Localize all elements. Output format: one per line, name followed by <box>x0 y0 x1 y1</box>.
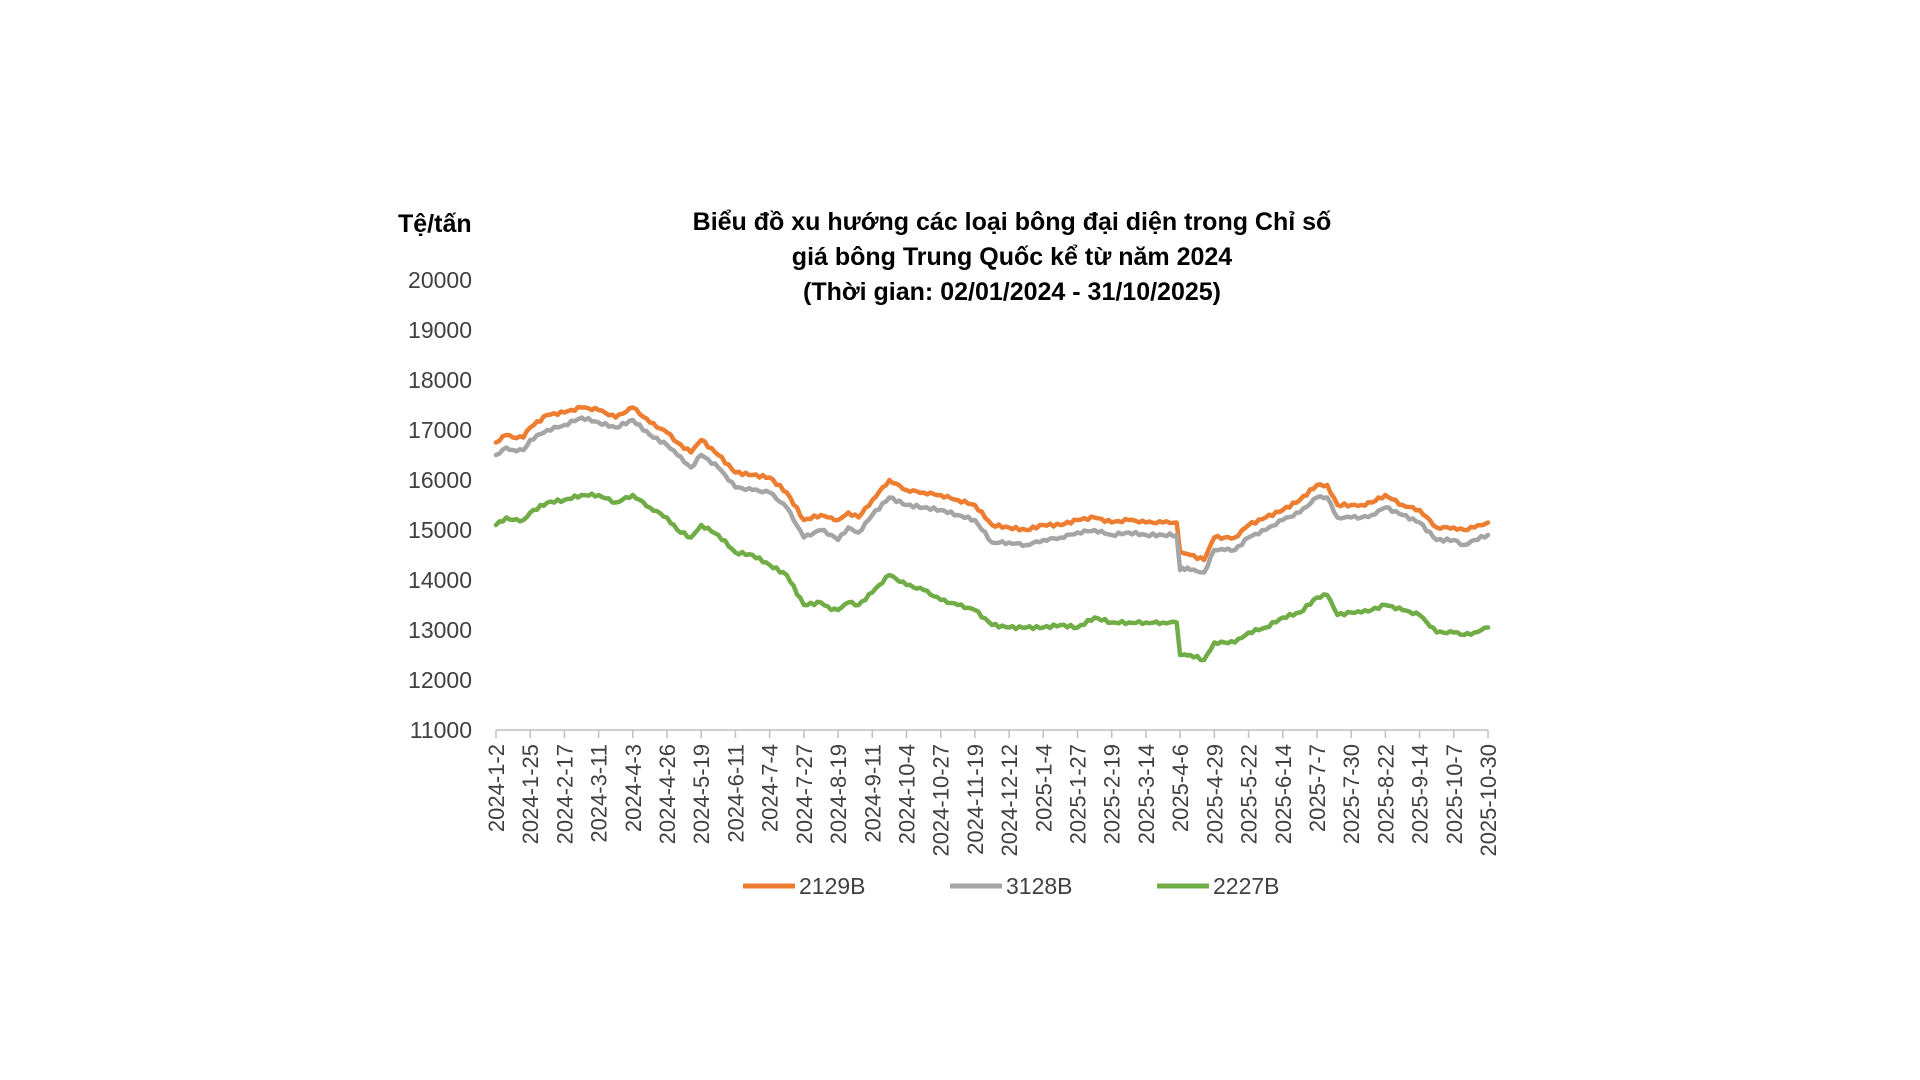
x-tick-label: 2024-4-3 <box>621 744 646 832</box>
x-tick-label: 2024-7-4 <box>758 744 783 832</box>
y-tick-label: 14000 <box>408 567 472 593</box>
x-tick-label: 2024-5-19 <box>689 744 714 844</box>
chart-title-line-1: Biểu đồ xu hướng các loại bông đại diện … <box>693 208 1332 236</box>
x-tick-label: 2024-9-11 <box>860 744 885 843</box>
legend-label-3128b: 3128B <box>1006 873 1073 899</box>
x-tick-label: 2024-11-19 <box>963 744 988 855</box>
legend-label-2129b: 2129B <box>799 873 866 899</box>
x-tick-label: 2025-6-14 <box>1271 744 1296 844</box>
x-tick-label: 2024-12-12 <box>997 744 1022 857</box>
series-line-2227b <box>493 491 1491 663</box>
y-axis: 11000 12000 13000 14000 15000 16000 17000 18000… <box>408 267 472 743</box>
x-tick-label: 2024-8-19 <box>826 744 851 844</box>
x-tick-label: 2025-9-14 <box>1408 744 1433 844</box>
x-tick-label: 2024-7-27 <box>792 744 817 844</box>
y-axis-unit-label: Tệ/tấn <box>398 210 472 238</box>
x-tick-label: 2024-6-11 <box>723 744 748 843</box>
x-tick-label: 2024-1-25 <box>518 744 543 844</box>
y-tick-label: 12000 <box>408 667 472 693</box>
x-tick-label: 2025-10-30 <box>1476 744 1501 857</box>
y-tick-label: 11000 <box>410 717 472 743</box>
chart-title-line-3: (Thời gian: 02/01/2024 - 31/10/2025) <box>803 278 1221 306</box>
x-tick-label: 2025-7-30 <box>1339 744 1364 844</box>
series-line-2129b <box>493 404 1491 563</box>
plot-area <box>493 404 1491 663</box>
x-tick-label: 2025-5-22 <box>1237 744 1262 844</box>
x-tick-label: 2025-4-6 <box>1168 744 1193 832</box>
x-tick-label: 2025-3-14 <box>1134 744 1159 844</box>
x-tick-label: 2025-10-7 <box>1442 744 1467 844</box>
legend-label-2227b: 2227B <box>1213 873 1280 899</box>
x-tick-label: 2024-4-26 <box>655 744 680 844</box>
y-tick-label: 18000 <box>408 367 472 393</box>
y-tick-label: 20000 <box>408 267 472 293</box>
x-tick-label: 2025-1-4 <box>1031 744 1056 832</box>
x-tick-label: 2024-2-17 <box>552 744 577 844</box>
x-tick-label: 2024-10-27 <box>929 744 954 857</box>
chart-title-line-2: giá bông Trung Quốc kể từ năm 2024 <box>792 243 1233 271</box>
x-tick-label: 2024-10-4 <box>894 744 919 844</box>
y-tick-label: 13000 <box>408 617 472 643</box>
x-tick-label: 2025-8-22 <box>1373 744 1398 844</box>
x-axis: 2024-1-2 2024-1-25 2024-2-17 2024-3-11 2024-… <box>484 730 1501 857</box>
x-tick-label: 2025-4-29 <box>1202 744 1227 844</box>
y-tick-label: 17000 <box>408 417 472 443</box>
x-tick-label: 2025-7-7 <box>1305 744 1330 832</box>
series-line-3128b <box>493 415 1491 575</box>
y-tick-label: 19000 <box>408 317 472 343</box>
y-tick-label: 16000 <box>408 467 472 493</box>
chart-title: Biểu đồ xu hướng các loại bông đại diện … <box>693 208 1332 306</box>
x-tick-label: 2024-1-2 <box>484 744 509 832</box>
x-tick-label: 2025-2-19 <box>1100 744 1125 844</box>
x-tick-label: 2025-1-27 <box>1066 744 1091 844</box>
legend: 2129B 3128B 2227B <box>743 873 1280 899</box>
y-tick-label: 15000 <box>408 517 472 543</box>
x-tick-label: 2024-3-11 <box>587 744 612 843</box>
